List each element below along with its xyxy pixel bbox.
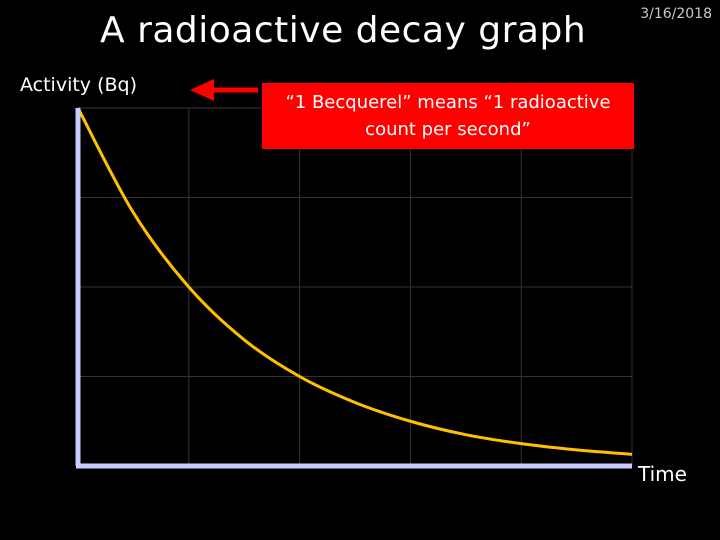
becquerel-callout: “1 Becquerel” means “1 radioactive count… <box>262 83 634 149</box>
chart-grid <box>77 107 633 467</box>
slide-title: A radioactive decay graph <box>100 10 587 51</box>
decay-curve <box>76 107 633 456</box>
callout-arrow <box>190 79 258 101</box>
x-axis-label: Time <box>638 462 687 486</box>
y-axis-label: Activity (Bq) <box>20 74 138 96</box>
slide-date: 3/16/2018 <box>640 6 712 22</box>
